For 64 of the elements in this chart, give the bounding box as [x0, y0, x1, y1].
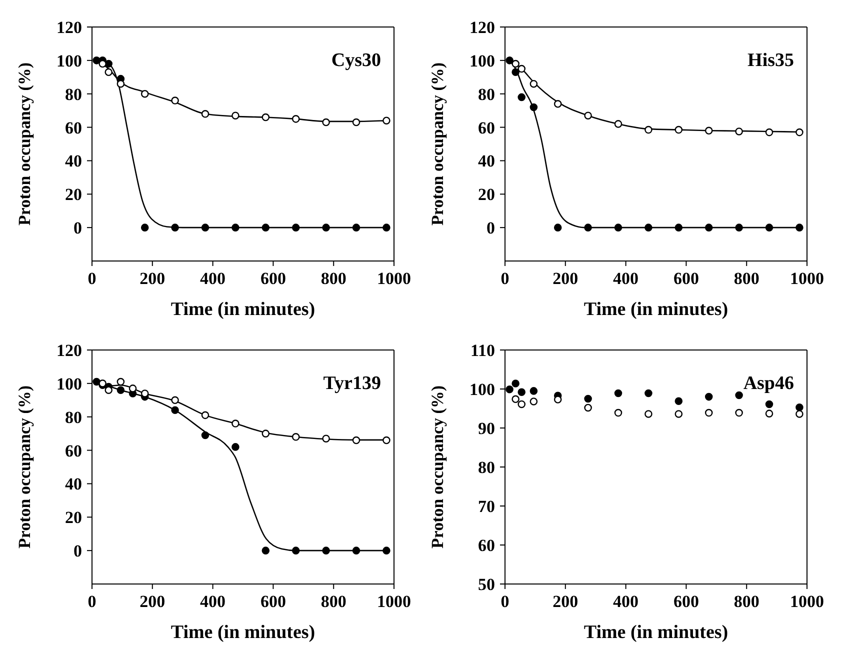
x-tick-label: 400 — [613, 592, 639, 612]
x-tick-label: 400 — [613, 269, 639, 288]
y-tick-label: 20 — [65, 185, 82, 204]
y-tick-label: 80 — [65, 84, 82, 104]
y-tick-label: 100 — [56, 374, 82, 394]
x-tick-label: 0 — [500, 269, 510, 288]
x-tick-label: 600 — [260, 592, 286, 612]
y-axis-title: Proton occupancy (%) — [15, 385, 34, 549]
x-tick-label: 800 — [734, 592, 760, 612]
x-axis-title: Time (in minutes) — [170, 299, 316, 320]
x-tick-label: 600 — [260, 269, 286, 288]
y-tick-label: 80 — [65, 408, 82, 427]
y-tick-label: 120 — [470, 18, 495, 38]
y-tick-label: 60 — [65, 118, 82, 138]
x-tick-label: 200 — [140, 269, 166, 288]
x-tick-label: 400 — [200, 269, 226, 288]
x-tick-label: 1000 — [790, 269, 824, 288]
x-tick-label: 1000 — [790, 592, 824, 612]
y-tick-label: 50 — [478, 575, 495, 594]
y-axis-title: Proton occupancy (%) — [428, 62, 448, 226]
y-tick-label: 90 — [478, 419, 495, 438]
y-tick-label: 80 — [478, 458, 495, 478]
x-axis-title: Time (in minutes) — [584, 299, 728, 320]
y-tick-label: 100 — [470, 51, 495, 70]
x-tick-label: 800 — [320, 269, 346, 288]
x-tick-label: 1000 — [377, 592, 411, 612]
annotation: Cys30 — [331, 50, 381, 72]
x-tick-label: 200 — [552, 269, 578, 288]
y-tick-label: 40 — [478, 152, 495, 171]
y-tick-label: 110 — [470, 341, 495, 360]
x-tick-label: 0 — [88, 592, 96, 612]
y-tick-label: 120 — [56, 18, 82, 38]
y-tick-label: 70 — [478, 497, 495, 516]
y-tick-label: 120 — [56, 341, 82, 360]
x-tick-label: 1000 — [377, 269, 411, 288]
x-tick-label: 600 — [673, 592, 699, 612]
y-tick-label: 0 — [486, 218, 495, 238]
y-tick-label: 20 — [478, 185, 495, 204]
annotation: Tyr139 — [323, 373, 381, 395]
y-tick-label: 0 — [74, 218, 82, 238]
y-tick-label: 20 — [65, 508, 82, 528]
x-tick-label: 400 — [200, 592, 226, 612]
y-tick-label: 60 — [65, 441, 82, 460]
x-tick-label: 0 — [88, 269, 96, 288]
x-tick-label: 800 — [320, 592, 346, 612]
y-tick-label: 100 — [470, 380, 495, 400]
y-tick-label: 0 — [74, 542, 82, 561]
y-axis-title: Proton occupancy (%) — [15, 62, 34, 226]
y-tick-label: 40 — [65, 474, 82, 494]
x-tick-label: 200 — [140, 592, 166, 612]
x-tick-label: 200 — [552, 592, 578, 612]
y-tick-label: 60 — [478, 536, 495, 556]
y-axis-title: Proton occupancy (%) — [428, 385, 448, 549]
x-axis-title: Time (in minutes) — [170, 622, 316, 643]
y-tick-label: 60 — [478, 118, 495, 138]
y-tick-label: 80 — [478, 84, 495, 104]
x-tick-label: 0 — [500, 592, 510, 612]
annotation: His35 — [748, 50, 794, 72]
x-tick-label: 600 — [673, 269, 699, 288]
x-tick-label: 800 — [734, 269, 760, 288]
y-tick-label: 100 — [56, 51, 82, 70]
y-tick-label: 40 — [65, 152, 82, 171]
x-axis-title: Time (in minutes) — [584, 622, 728, 643]
annotation: Asp46 — [743, 373, 794, 395]
